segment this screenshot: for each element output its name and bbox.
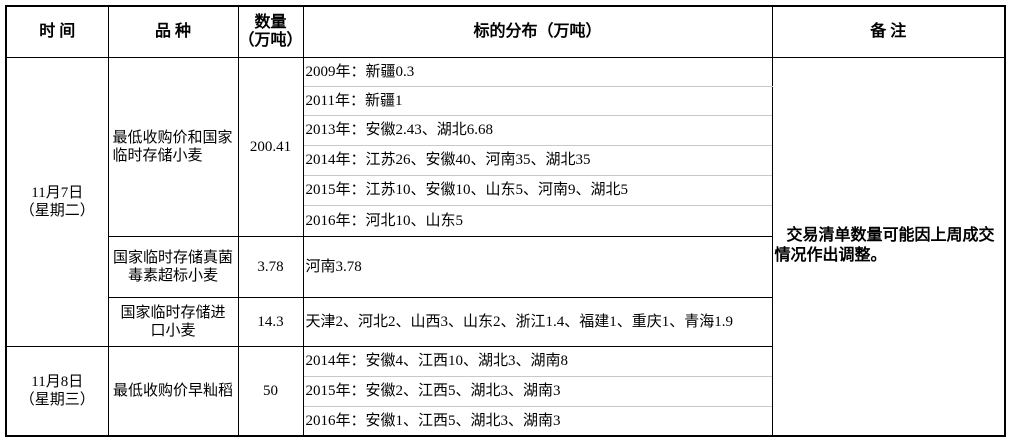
weekday: （星期三） <box>19 391 95 408</box>
distribution-cell: 2015年：安徽2、江西5、湖北3、湖南3 <box>302 375 773 407</box>
table-row: 2015年：安徽2、江西5、湖北3、湖南3 <box>6 375 1005 407</box>
table-row: 2016年：安徽1、江西5、湖北3、湖南3 <box>6 405 1005 437</box>
date-cell: 11月7日 （星期二） <box>5 56 109 347</box>
distribution-cell: 2016年：安徽1、江西5、湖北3、湖南3 <box>302 405 773 437</box>
header-variety: 品 种 <box>107 5 239 58</box>
distribution-cell: 2009年：新疆0.3 <box>302 56 773 87</box>
table-row: 2016年：河北10、山东5 <box>6 204 1005 237</box>
variety-cell: 国家临时存储真菌毒素超标小麦 <box>107 235 239 298</box>
table-row: 11月7日 （星期二） 最低收购价和国家临时存储小麦 200.41 2009年：新… <box>5 56 1006 437</box>
distribution-cell: 天津2、河北2、山西3、山东2、浙江1.4、福建1、重庆1、青海1.9 <box>302 296 773 347</box>
table-row: 国家临时存储真菌毒素超标小麦 3.78 河南3.78 <box>6 235 1005 298</box>
header-quantity: 数量 （万吨） <box>237 5 304 58</box>
quantity-cell: 50 <box>237 345 304 437</box>
distribution-cell: 2014年：江苏26、安徽40、河南35、湖北35 <box>302 144 773 176</box>
header-row: 时 间 品 种 数量 （万吨） 标的分布（万吨） 备 注 <box>5 5 1006 58</box>
header-distribution: 标的分布（万吨） <box>302 5 773 58</box>
table-row: 2013年：安徽2.43、湖北6.68 <box>6 114 1005 146</box>
variety-cell: 最低收购价和国家临时存储小麦 <box>107 56 239 237</box>
header-note: 备 注 <box>771 5 1006 58</box>
date: 11月7日 <box>31 184 84 201</box>
distribution-cell: 2013年：安徽2.43、湖北6.68 <box>302 114 773 146</box>
quantity-cell: 3.78 <box>237 235 304 298</box>
table-row: 2015年：江苏10、安徽10、山东5、河南9、湖北5 <box>6 174 1005 206</box>
distribution-cell: 2016年：河北10、山东5 <box>302 204 773 237</box>
distribution-cell: 河南3.78 <box>302 235 773 298</box>
distribution-cell: 2011年：新疆1 <box>302 85 773 116</box>
date: 11月8日 <box>31 373 84 390</box>
date-cell: 11月8日 （星期三） <box>5 345 109 437</box>
quantity-cell: 14.3 <box>237 296 304 347</box>
quantity-cell: 200.41 <box>237 56 304 237</box>
header-qty-line2: （万吨） <box>238 31 303 49</box>
note-cell: 交易清单数量可能因上周成交情况作出调整。 <box>771 56 1006 437</box>
header-qty-line1: 数量 <box>254 13 287 31</box>
distribution-cell: 2015年：江苏10、安徽10、山东5、河南9、湖北5 <box>302 174 773 206</box>
header-time: 时 间 <box>5 5 109 58</box>
weekday: （星期二） <box>19 202 95 219</box>
variety-cell: 最低收购价早籼稻 <box>107 345 239 437</box>
variety-cell: 国家临时存储进口小麦 <box>107 296 239 347</box>
table-row: 2011年：新疆1 <box>6 85 1005 116</box>
auction-schedule-table: 时 间 品 种 数量 （万吨） 标的分布（万吨） 备 注 11月7日 （星期二） 最… <box>5 5 1006 437</box>
distribution-cell: 2014年：安徽4、江西10、湖北3、湖南8 <box>302 345 773 377</box>
